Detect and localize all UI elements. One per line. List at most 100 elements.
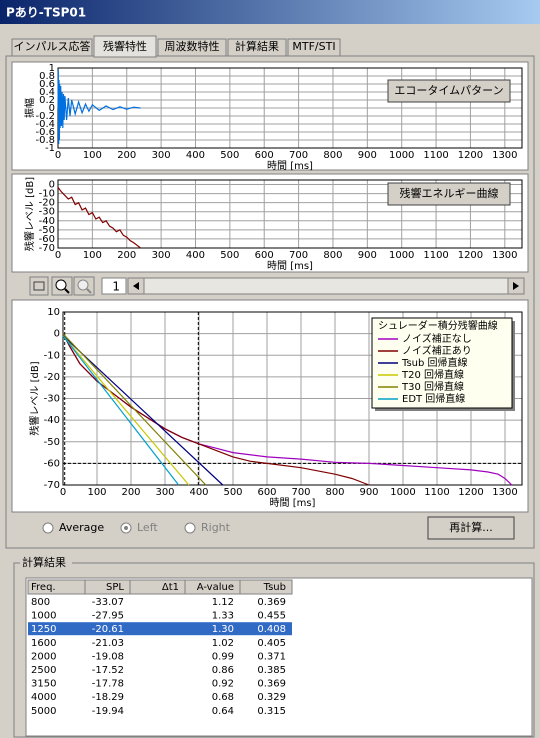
x-tick-label: 300 (152, 250, 171, 261)
x-tick-label: 800 (323, 150, 342, 161)
x-tick-label: 1100 (423, 150, 448, 161)
column-header-label: Δt1 (162, 582, 179, 593)
y-tick-label: -70 (44, 480, 60, 491)
x-tick-label: 0 (55, 250, 61, 261)
x-tick-label: 1200 (458, 250, 483, 261)
group-title: 計算結果 (22, 555, 66, 569)
x-tick-label: 100 (83, 150, 102, 161)
y-tick-label: 0.8 (39, 71, 55, 82)
x-tick-label: 700 (289, 150, 308, 161)
x-tick-label: 1000 (390, 487, 415, 498)
series-line (62, 335, 224, 486)
x-tick-label: 500 (223, 487, 242, 498)
tab[interactable] (287, 38, 341, 57)
x-tick-label: 800 (323, 250, 342, 261)
table-cell: 0.99 (212, 651, 234, 662)
view-button-label: エコータイムパターン (394, 84, 503, 97)
view-button[interactable] (387, 79, 511, 103)
y-tick-label: -0.8 (35, 135, 55, 146)
y-tick-label: 1 (49, 63, 55, 74)
radio-label: Average (59, 521, 104, 534)
table-cell: 4000 (31, 692, 56, 703)
tab[interactable] (227, 38, 287, 57)
tab[interactable] (93, 35, 157, 58)
x-tick-label: 200 (117, 250, 136, 261)
table-cell: 0.64 (212, 706, 234, 717)
table-cell: 1.30 (212, 624, 234, 635)
table-cell: 0.92 (212, 679, 234, 690)
tab[interactable] (157, 38, 227, 57)
legend-label: ノイズ補正なし (402, 332, 472, 345)
y-tick-label: 0 (54, 329, 60, 340)
view-button[interactable] (387, 182, 511, 206)
legend-label: EDT 回帰直線 (402, 392, 465, 405)
y-tick-label: -40 (44, 415, 60, 426)
selected-row[interactable] (28, 622, 292, 636)
column-header[interactable] (239, 579, 293, 595)
tab-label: 残響特性 (103, 39, 147, 53)
table-cell: -20.61 (92, 624, 124, 635)
tool-button[interactable] (29, 276, 49, 296)
x-tick-label: 0 (55, 150, 61, 161)
x-tick-label: 600 (257, 487, 276, 498)
x-tick-label: 200 (121, 487, 140, 498)
column-header-label: Tsub (263, 582, 286, 593)
series-line (57, 186, 141, 249)
y-axis-label: 振幅 (23, 98, 36, 118)
zoom-icon (55, 279, 67, 291)
table-cell: 0.315 (257, 706, 286, 717)
table-cell: 1.33 (212, 611, 234, 622)
y-tick-label: 0.4 (39, 87, 55, 98)
y-tick-label: 10 (47, 307, 60, 318)
x-tick-label: 400 (186, 250, 205, 261)
scrollbar[interactable] (127, 277, 525, 295)
y-tick-label: -30 (44, 394, 60, 405)
table-cell: 2000 (31, 651, 56, 662)
page-number: 1 (112, 280, 120, 294)
tab-label: 計算結果 (235, 39, 279, 53)
table-cell: -18.29 (92, 692, 124, 703)
x-tick-label: 900 (358, 150, 377, 161)
x-axis-label: 時間 [ms] (267, 160, 313, 172)
y-tick-label: -60 (44, 458, 60, 469)
recalc-button[interactable] (427, 516, 515, 540)
table-cell: -19.08 (92, 651, 124, 662)
x-tick-label: 0 (60, 487, 66, 498)
radio-label: Left (137, 521, 158, 534)
table-cell: -21.03 (92, 638, 124, 649)
tab[interactable] (11, 38, 93, 57)
x-tick-label: 900 (358, 250, 377, 261)
y-tick-label: 0.6 (39, 79, 55, 90)
radio-button[interactable] (42, 522, 54, 534)
x-tick-label: 1300 (492, 487, 517, 498)
column-header-label: Freq. (31, 582, 56, 593)
table-cell: 1600 (31, 638, 56, 649)
table-cell: 1250 (31, 624, 56, 635)
table-cell: 0.68 (212, 692, 234, 703)
window-title: Pあり-TSP01 (6, 6, 86, 20)
y-tick-label: -0.2 (35, 111, 55, 122)
series-line (62, 335, 180, 486)
x-tick-label: 700 (289, 250, 308, 261)
x-tick-label: 600 (255, 150, 274, 161)
series-line (62, 335, 190, 486)
column-header-label: A-value (197, 582, 234, 593)
y-tick-label: -50 (44, 437, 60, 448)
radio-label: Right (201, 521, 231, 534)
x-axis-label: 時間 [ms] (267, 260, 313, 272)
table-cell: 0.329 (257, 692, 286, 703)
plot-frame (62, 311, 523, 486)
title-bar (0, 0, 540, 24)
y-tick-label: -10 (44, 350, 60, 361)
y-tick-label: 0 (49, 103, 55, 114)
x-tick-label: 1200 (458, 150, 483, 161)
x-tick-label: 1100 (423, 250, 448, 261)
x-tick-label: 1000 (389, 250, 414, 261)
table-cell: 0.86 (212, 665, 234, 676)
page-box[interactable] (101, 277, 127, 295)
legend-label: Tsub 回帰直線 (401, 356, 468, 369)
radio-button[interactable] (184, 522, 196, 534)
arrow-icon (133, 282, 139, 290)
table-cell: 0.369 (257, 679, 286, 690)
